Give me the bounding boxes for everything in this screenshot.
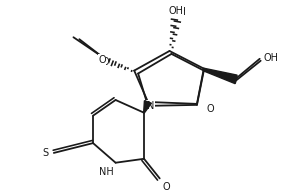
Text: O: O (207, 104, 214, 114)
Text: OH: OH (169, 6, 184, 16)
Polygon shape (204, 70, 237, 84)
Polygon shape (204, 68, 237, 82)
Text: OH: OH (172, 7, 187, 17)
Text: O: O (98, 55, 106, 65)
Text: NH: NH (99, 167, 114, 177)
Text: O: O (163, 182, 170, 192)
Text: O: O (207, 104, 214, 114)
Text: S: S (43, 148, 49, 158)
Text: N: N (147, 101, 154, 111)
Text: OH: OH (264, 55, 280, 65)
Text: OH: OH (264, 53, 279, 63)
Polygon shape (144, 101, 151, 113)
Text: O: O (101, 57, 109, 67)
